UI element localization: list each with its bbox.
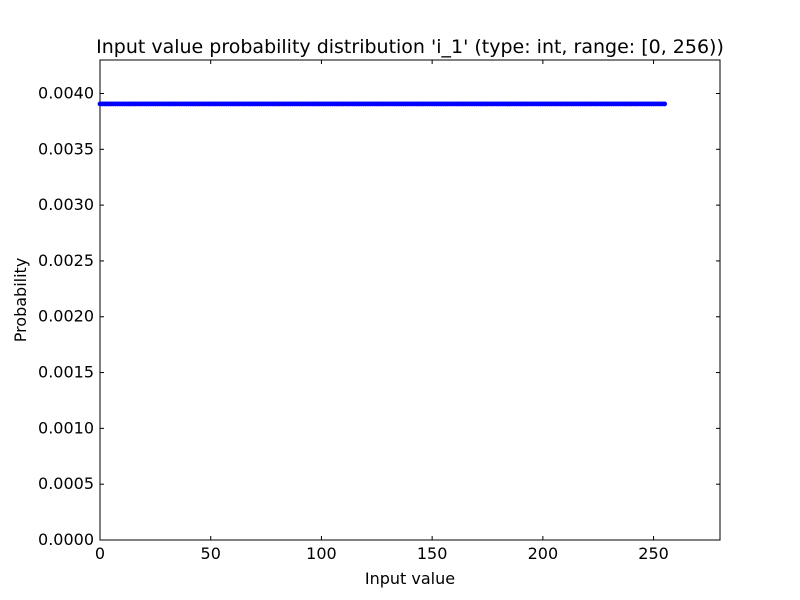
- y-tick-label: 0.0020: [38, 307, 94, 326]
- x-tick-label: 0: [95, 544, 105, 563]
- y-axis-label: Probability: [11, 258, 30, 343]
- y-tick-label: 0.0030: [38, 195, 94, 214]
- y-tick-label: 0.0040: [38, 83, 94, 102]
- x-axis-label: Input value: [365, 569, 455, 588]
- y-tick-label: 0.0015: [38, 363, 94, 382]
- x-tick-label: 150: [417, 544, 448, 563]
- x-tick-label: 250: [638, 544, 669, 563]
- y-tick-label: 0.0005: [38, 474, 94, 493]
- y-tick-label: 0.0010: [38, 418, 94, 437]
- data-point: [662, 101, 668, 107]
- y-tick-label: 0.0035: [38, 139, 94, 158]
- y-tick-label: 0.0025: [38, 251, 94, 270]
- x-tick-label: 50: [201, 544, 221, 563]
- y-tick-label: 0.0000: [38, 530, 94, 549]
- x-tick-label: 200: [528, 544, 559, 563]
- y-axis-tick-labels: 0.0000 0.0005 0.0010 0.0015 0.0020 0.0025 0.00…: [38, 83, 94, 549]
- x-axis-ticks: [99, 60, 655, 540]
- series-points: [97, 101, 668, 107]
- chart-title: Input value probability distribution 'i_…: [96, 36, 724, 58]
- x-axis-tick-labels: 0 50 100 150 200 250: [95, 544, 669, 563]
- plot-area: [97, 59, 721, 541]
- x-tick-label: 100: [306, 544, 337, 563]
- plot-frame: [99, 59, 721, 541]
- y-axis-ticks: [100, 92, 720, 541]
